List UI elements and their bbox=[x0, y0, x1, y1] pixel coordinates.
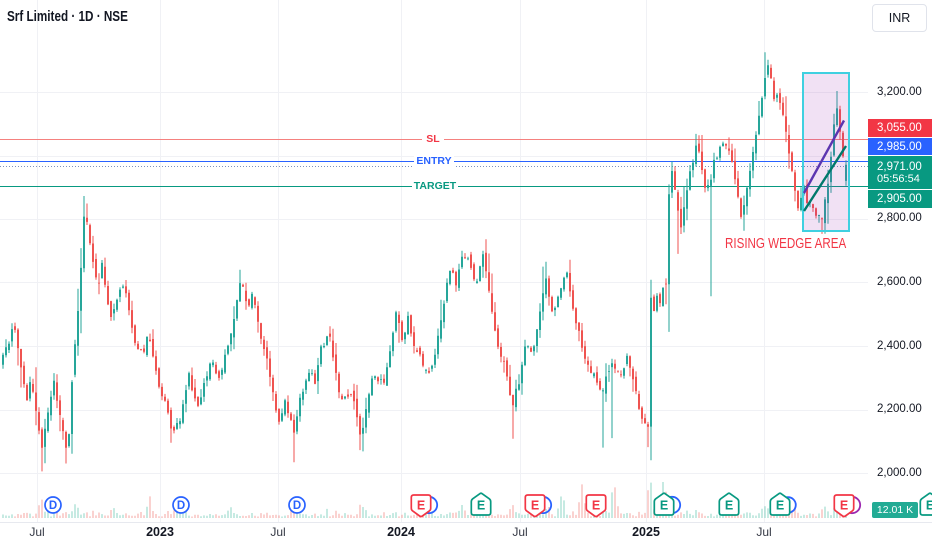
svg-text:E: E bbox=[660, 499, 668, 513]
svg-text:E: E bbox=[840, 499, 848, 513]
svg-text:D: D bbox=[49, 500, 57, 512]
svg-text:D: D bbox=[293, 500, 301, 512]
svg-text:E: E bbox=[417, 499, 425, 513]
svg-text:E: E bbox=[926, 499, 932, 513]
svg-text:E: E bbox=[531, 499, 539, 513]
svg-text:E: E bbox=[725, 499, 733, 513]
svg-text:E: E bbox=[776, 499, 784, 513]
svg-text:E: E bbox=[477, 499, 485, 513]
svg-text:E: E bbox=[592, 499, 600, 513]
svg-text:D: D bbox=[177, 500, 185, 512]
